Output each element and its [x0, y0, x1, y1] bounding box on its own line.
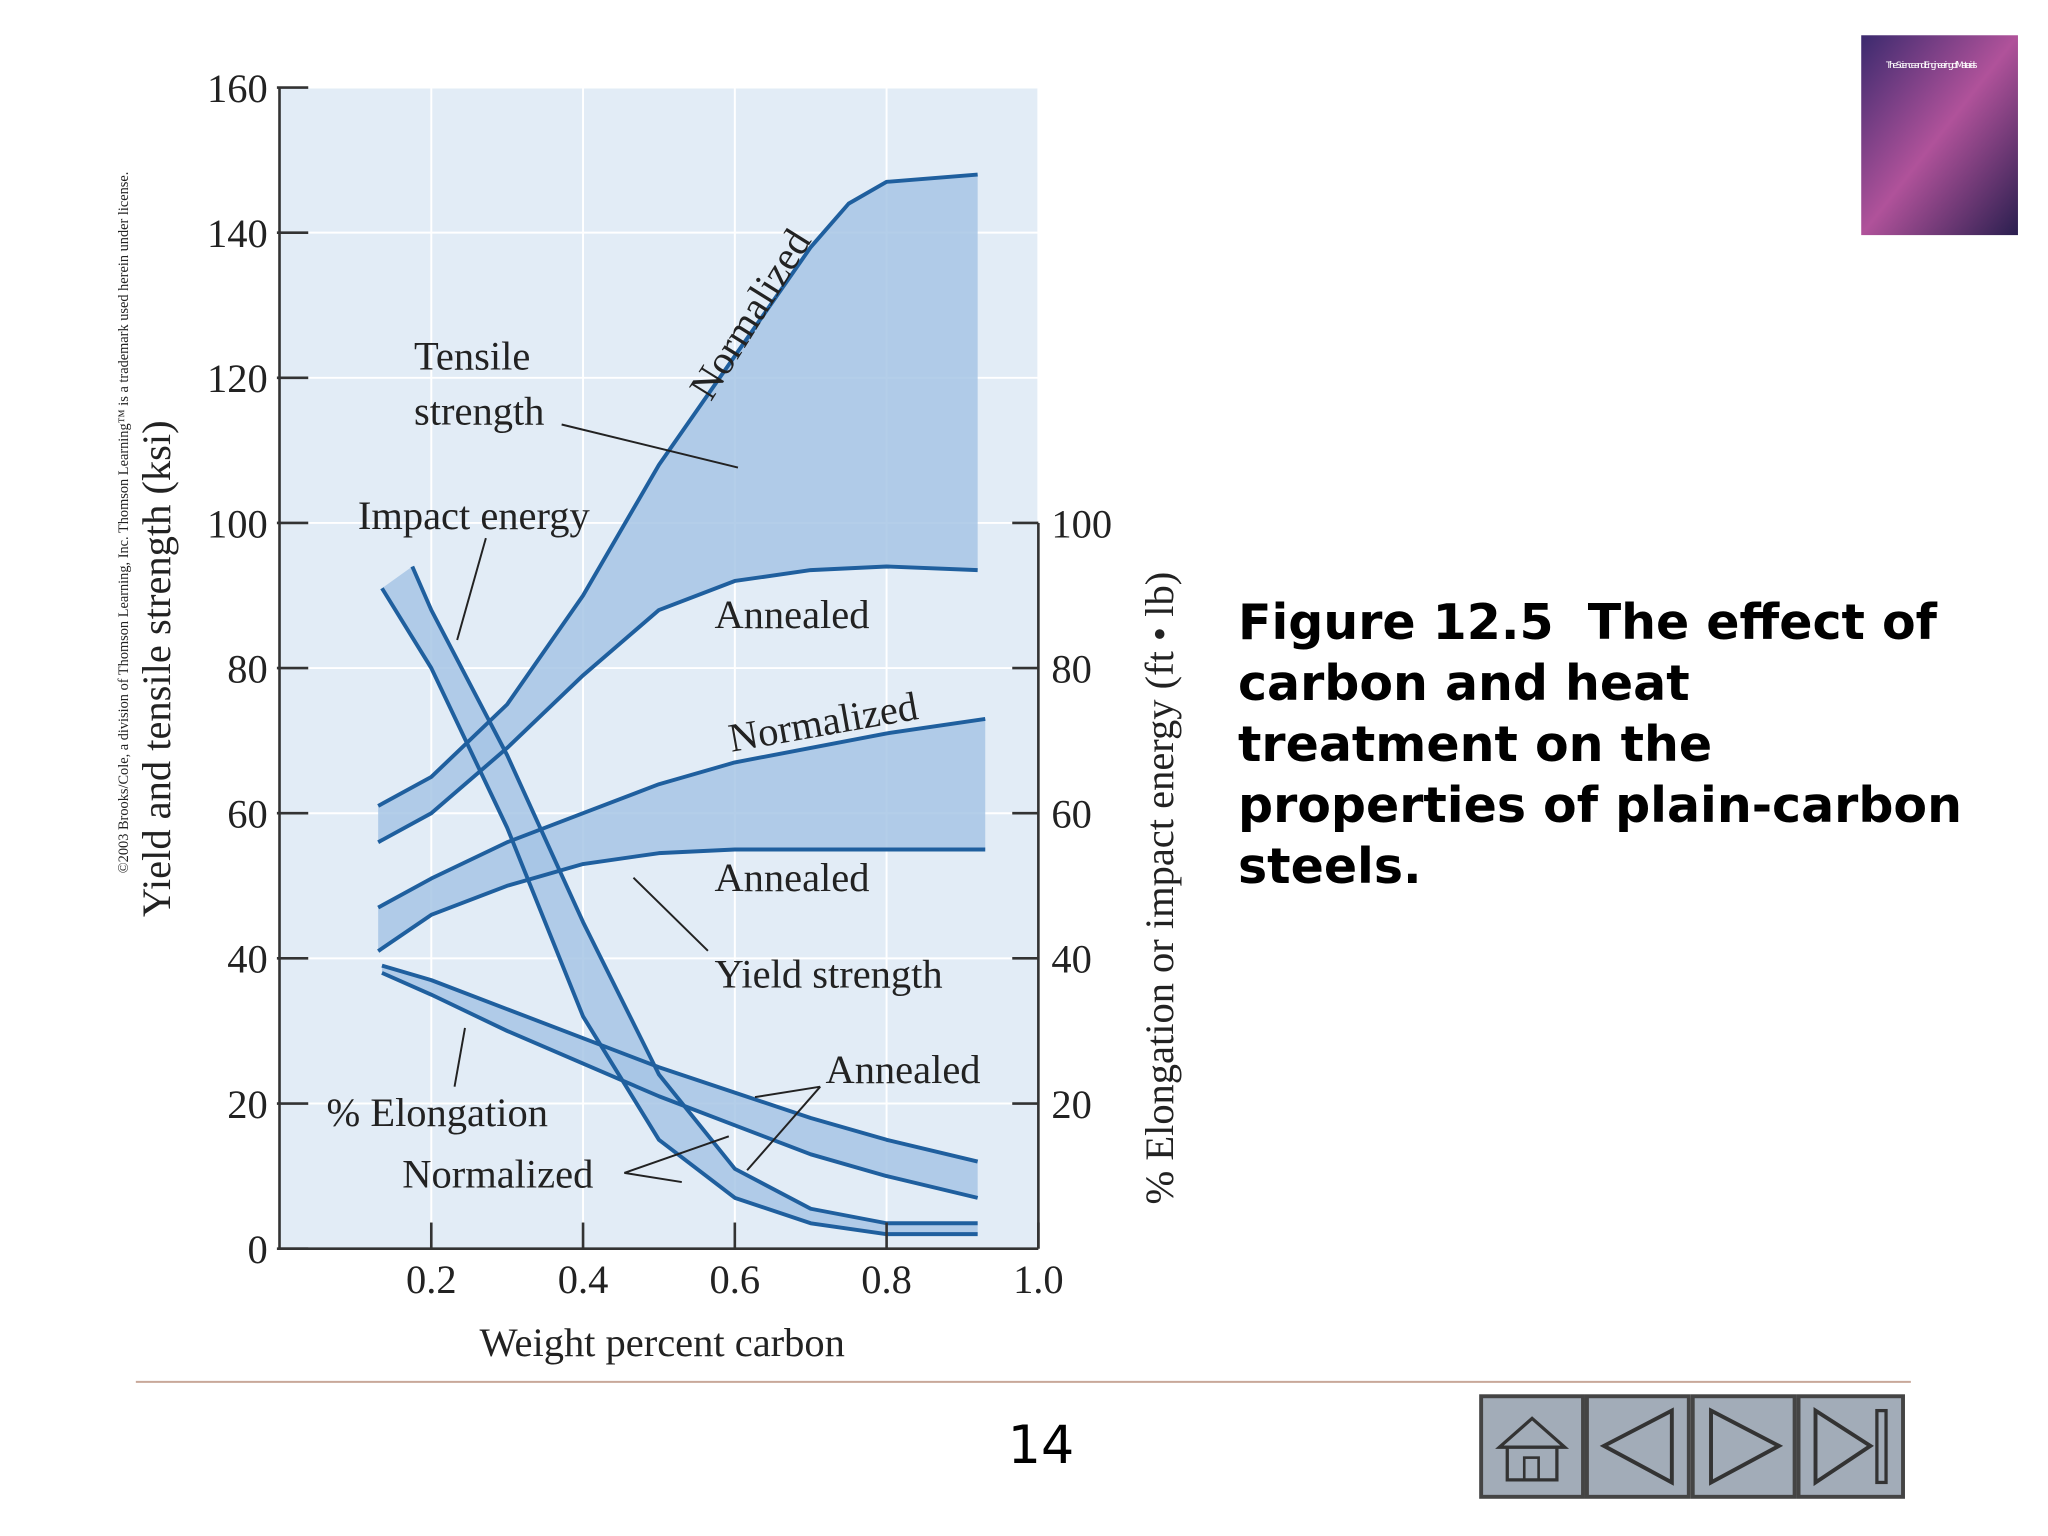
curve — [377, 847, 986, 953]
leader-line — [456, 537, 487, 641]
y-tick-label: 40 — [227, 937, 267, 982]
book-cover — [1861, 35, 2018, 236]
band — [378, 718, 986, 952]
y-tick-label: 160 — [207, 66, 268, 111]
y-tick-label: 20 — [227, 1082, 267, 1127]
curve — [377, 716, 986, 910]
leader-line — [624, 1135, 730, 1174]
y2-tick-label: 40 — [1051, 937, 1091, 982]
x-tick-label: 0.2 — [406, 1257, 457, 1302]
previous-button[interactable] — [1584, 1394, 1691, 1499]
leader-line — [746, 1086, 821, 1171]
next-button[interactable] — [1690, 1394, 1797, 1499]
page-number: 14 — [1008, 1416, 1074, 1476]
x-axis-label: Weight percent carbon — [480, 1320, 845, 1365]
leader-line — [632, 877, 709, 952]
caption-line: treatment on the — [1238, 716, 1713, 773]
nav-buttons — [1479, 1394, 1905, 1499]
y-axis-label: Yield and tensile strength (ksi) — [134, 420, 179, 917]
annotation: Annealed — [714, 855, 869, 900]
curve — [377, 172, 978, 808]
curve — [381, 971, 979, 1200]
caption-line: steels. — [1238, 838, 1422, 895]
leader-line — [453, 1027, 466, 1087]
x-tick-label: 0.4 — [558, 1257, 609, 1302]
y-tick-label: 140 — [207, 211, 268, 256]
last-button[interactable] — [1796, 1394, 1905, 1499]
caption-line: Figure 12.5 The effect of — [1238, 594, 1937, 651]
leader-line — [561, 423, 739, 469]
curve — [380, 587, 978, 1237]
annotation: Yield strength — [714, 951, 942, 996]
annotation: Tensile — [414, 334, 530, 379]
copyright: ©2003 Brooks/Cole, a division of Thomson… — [116, 172, 132, 874]
curve — [410, 565, 978, 1226]
curve — [381, 963, 979, 1164]
curve — [377, 564, 978, 844]
caption-line: carbon and heat — [1238, 655, 1690, 712]
annotation: Annealed — [714, 592, 869, 637]
band — [381, 965, 978, 1198]
x-tick-label: 1.0 — [1013, 1257, 1064, 1302]
annotation: Normalized — [402, 1151, 593, 1196]
leader-line — [754, 1085, 821, 1099]
y-tick-label: 120 — [207, 356, 268, 401]
cover-title: The Science and Engineering of Materials — [1885, 61, 1978, 71]
y-tick-label: 60 — [227, 792, 267, 837]
y2-tick-label: 20 — [1051, 1082, 1091, 1127]
annotation: strength — [414, 388, 544, 433]
annotation: Impact energy — [358, 493, 591, 538]
leader-line — [624, 1171, 682, 1184]
caption: Figure 12.5 The effect of carbon and heat… — [1238, 592, 1962, 897]
y2-tick-label: 100 — [1051, 501, 1112, 546]
caption-line: properties of plain-carbon — [1238, 777, 1962, 834]
y-tick-label: 80 — [227, 646, 267, 691]
x-tick-label: 0.6 — [710, 1257, 761, 1302]
home-button[interactable] — [1479, 1394, 1585, 1499]
x-tick-label: 0.8 — [861, 1257, 912, 1302]
annotation: Annealed — [825, 1047, 980, 1092]
y2-tick-label: 80 — [1051, 646, 1091, 691]
annotation: % Elongation — [327, 1090, 548, 1135]
y-tick-label: 0 — [248, 1227, 268, 1272]
y-tick-label: 100 — [207, 501, 268, 546]
chart: 0 20 40 60 80 100 120 140 160 20 40 60 80 100 0.2 0.4 0.… — [134, 66, 1182, 1365]
y2-tick-label: 60 — [1051, 792, 1091, 837]
y2-axis-label: % Elongation or impact energy (ft • lb) — [1137, 572, 1182, 1205]
